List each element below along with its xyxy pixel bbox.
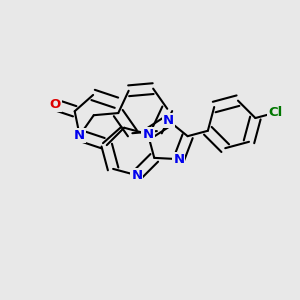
Text: N: N	[142, 128, 154, 141]
Text: N: N	[131, 169, 142, 182]
Text: Cl: Cl	[268, 106, 283, 119]
Text: O: O	[49, 98, 61, 111]
Text: N: N	[163, 114, 174, 127]
Text: N: N	[74, 129, 85, 142]
Text: N: N	[173, 153, 184, 166]
